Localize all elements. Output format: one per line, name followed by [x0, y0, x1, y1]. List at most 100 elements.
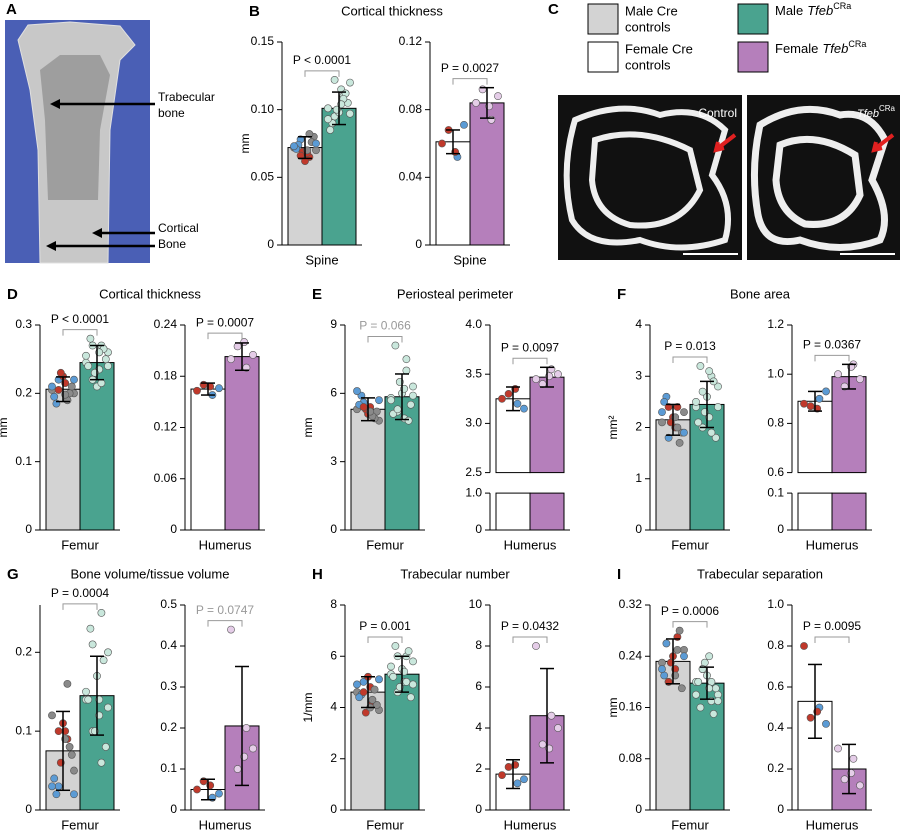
y-axis-label: mm: [606, 698, 620, 718]
panel-title: Periosteal perimeter: [397, 286, 514, 301]
bar: [529, 492, 565, 531]
data-point: [290, 142, 298, 151]
data-point: [677, 684, 686, 693]
y-tick-label: 0: [25, 522, 32, 536]
panel-title: Trabecular number: [400, 566, 510, 581]
data-point: [856, 781, 864, 790]
bar: [224, 356, 260, 531]
data-point: [104, 703, 112, 712]
significance-bracket: [814, 636, 850, 643]
p-value: P = 0.0097: [501, 340, 559, 354]
data-point: [664, 433, 673, 442]
data-point: [849, 754, 858, 763]
data-point: [822, 720, 830, 728]
y-tick-label: 0.4: [160, 638, 177, 652]
y-tick-label: 0.05: [251, 170, 275, 184]
data-point: [673, 403, 682, 411]
y-tick-label: 0.1: [160, 761, 177, 775]
panel-title: Trabecular separation: [697, 566, 823, 581]
panel-letter: G: [7, 566, 19, 583]
data-point: [233, 765, 242, 773]
legend-label: Male TfebCRa: [775, 1, 851, 18]
y-tick-label: 0.32: [619, 597, 643, 611]
data-point: [233, 342, 242, 351]
p-value: P = 0.0004: [51, 586, 109, 600]
data-point: [199, 380, 208, 389]
panel-letter: C: [548, 1, 559, 18]
data-point: [50, 774, 59, 783]
significance-bracket: [512, 636, 548, 643]
bar: [190, 388, 226, 531]
data-point: [402, 677, 411, 686]
significance-bracket: [304, 70, 340, 77]
panel-letter: D: [7, 286, 18, 303]
data-point: [54, 727, 63, 736]
arrowhead: [92, 228, 102, 238]
data-point: [520, 404, 528, 413]
data-point: [409, 382, 417, 391]
data-point: [714, 382, 722, 391]
y-tick-label: 0.6: [767, 679, 784, 693]
data-point: [834, 370, 842, 379]
data-point: [472, 99, 480, 107]
data-point: [372, 701, 381, 709]
data-point: [70, 375, 78, 384]
data-point: [696, 703, 705, 712]
data-point: [215, 384, 223, 393]
data-point: [658, 665, 666, 673]
arrowhead: [46, 241, 56, 251]
bar: [384, 673, 420, 811]
y-tick-label: 6: [475, 679, 482, 693]
p-value: P < 0.0001: [293, 53, 351, 67]
data-point: [88, 640, 97, 649]
significance-bracket: [367, 336, 403, 343]
y-tick-label: 6: [330, 648, 337, 662]
y-tick-label: 0.2: [15, 386, 32, 400]
x-axis-label: Femur: [366, 537, 404, 552]
significance-bracket: [62, 603, 98, 610]
significance-bracket: [62, 329, 98, 336]
panel-title: Bone area: [730, 286, 791, 301]
significance-bracket: [207, 332, 243, 340]
y-tick-label: 3: [635, 368, 642, 382]
y-tick-label: 0.4: [767, 720, 784, 734]
image-label: Control: [698, 106, 737, 120]
data-point: [104, 362, 112, 370]
panel-letter: H: [312, 566, 323, 583]
data-point: [65, 743, 74, 751]
data-point: [856, 375, 864, 384]
data-point: [680, 408, 688, 417]
y-tick-label: 0: [330, 522, 337, 536]
significance-bracket: [814, 354, 850, 362]
data-point: [694, 677, 703, 686]
data-point: [460, 120, 468, 129]
red-arrow: [871, 133, 895, 153]
data-point: [67, 382, 76, 391]
data-point: [680, 652, 688, 661]
data-point: [353, 387, 361, 395]
x-axis-label: Femur: [671, 537, 709, 552]
annotation: bone: [158, 106, 185, 120]
p-value: P = 0.0367: [803, 338, 861, 352]
data-point: [227, 355, 235, 364]
panel-letter: E: [312, 286, 322, 303]
bar: [435, 141, 471, 246]
legend-swatch: [737, 3, 769, 35]
data-point: [359, 677, 368, 686]
annotation: Cortical: [158, 221, 199, 235]
panel-title: Cortical thickness: [341, 3, 443, 18]
data-point: [54, 386, 63, 394]
x-axis-label: Humerus: [199, 817, 252, 830]
data-point: [312, 139, 320, 148]
data-point: [658, 418, 666, 427]
bar: [797, 400, 833, 474]
data-point: [478, 85, 487, 94]
y-tick-label: 0.1: [767, 485, 784, 499]
bar: [45, 388, 81, 531]
gene-name: Tfeb: [857, 108, 879, 120]
data-point: [86, 624, 95, 633]
p-value: P = 0.013: [664, 339, 716, 353]
data-point: [242, 363, 251, 372]
data-point: [547, 711, 556, 720]
